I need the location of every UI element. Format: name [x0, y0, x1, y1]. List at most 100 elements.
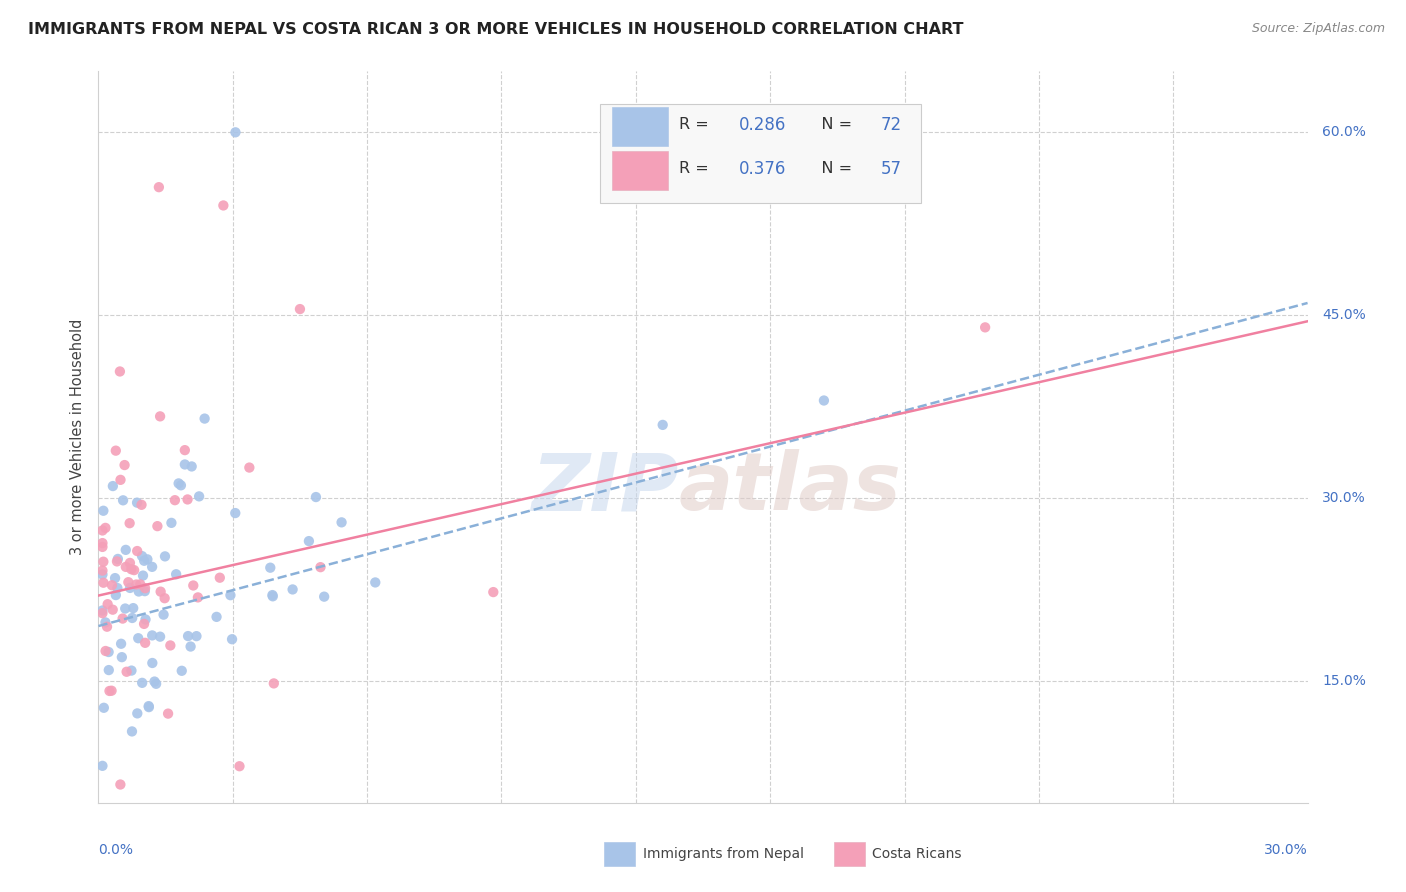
Point — [101, 602, 124, 616]
Point — [180, 459, 202, 474]
Point — [173, 458, 195, 472]
Point — [298, 534, 321, 549]
Point — [148, 180, 170, 194]
Point — [91, 536, 114, 550]
Point — [160, 516, 183, 530]
Point — [94, 615, 117, 630]
Text: 30.0%: 30.0% — [1322, 491, 1365, 505]
Point — [94, 521, 117, 535]
Text: Costa Ricans: Costa Ricans — [872, 847, 962, 861]
Point — [813, 393, 835, 408]
Point — [94, 644, 117, 658]
Point — [97, 645, 120, 659]
Point — [91, 564, 114, 578]
Point — [153, 591, 176, 606]
Point — [100, 683, 122, 698]
Point — [364, 575, 387, 590]
Text: ZIP: ZIP — [531, 450, 679, 527]
Point — [180, 640, 202, 654]
Point — [97, 597, 120, 611]
Point — [262, 588, 284, 602]
Point — [129, 577, 152, 591]
Point — [288, 301, 311, 316]
Point — [91, 567, 114, 582]
Point — [141, 628, 163, 642]
Point — [141, 656, 163, 670]
Point — [159, 639, 181, 653]
Point — [127, 544, 149, 558]
Point — [187, 591, 209, 605]
Point — [117, 575, 139, 590]
Point — [228, 759, 250, 773]
Text: atlas: atlas — [679, 450, 901, 527]
Point — [262, 590, 284, 604]
Text: IMMIGRANTS FROM NEPAL VS COSTA RICAN 3 OR MORE VEHICLES IN HOUSEHOLD CORRELATION: IMMIGRANTS FROM NEPAL VS COSTA RICAN 3 O… — [28, 22, 963, 37]
Point — [131, 676, 153, 690]
Point — [111, 611, 134, 625]
Point — [136, 552, 159, 566]
Point — [128, 584, 150, 599]
Point — [170, 664, 193, 678]
Point — [177, 629, 200, 643]
Point — [208, 571, 231, 585]
Point — [134, 636, 156, 650]
Point — [974, 320, 997, 334]
Point — [127, 631, 149, 645]
FancyBboxPatch shape — [613, 107, 668, 146]
Point — [176, 492, 198, 507]
Point — [153, 549, 176, 564]
Text: 15.0%: 15.0% — [1322, 673, 1367, 688]
Point — [131, 549, 153, 563]
Point — [101, 578, 124, 592]
Point — [173, 443, 195, 458]
Point — [170, 478, 193, 492]
Point — [314, 590, 336, 604]
Point — [194, 411, 217, 425]
FancyBboxPatch shape — [603, 841, 636, 866]
Point — [143, 674, 166, 689]
Point — [114, 542, 136, 557]
Text: Source: ZipAtlas.com: Source: ZipAtlas.com — [1251, 22, 1385, 36]
Point — [105, 554, 128, 568]
Point — [134, 612, 156, 626]
Point — [114, 601, 136, 615]
Point — [224, 125, 246, 139]
Text: 0.376: 0.376 — [740, 160, 786, 178]
Point — [98, 684, 121, 698]
Point — [138, 699, 160, 714]
Point — [281, 582, 304, 597]
Point — [107, 552, 129, 566]
Point — [132, 616, 155, 631]
Text: 60.0%: 60.0% — [1322, 125, 1367, 139]
Point — [125, 496, 148, 510]
Point — [163, 493, 186, 508]
Point — [122, 601, 145, 615]
Point — [221, 632, 243, 647]
Point — [97, 663, 120, 677]
Point — [91, 524, 114, 538]
Point — [118, 556, 141, 570]
Y-axis label: 3 or more Vehicles in Household: 3 or more Vehicles in Household — [69, 319, 84, 555]
Point — [110, 778, 132, 792]
Point — [101, 479, 124, 493]
Point — [131, 498, 153, 512]
Point — [96, 620, 118, 634]
Point — [181, 578, 204, 592]
Text: 72: 72 — [880, 116, 901, 134]
Point — [118, 581, 141, 595]
Point — [165, 567, 187, 582]
Text: 0.286: 0.286 — [740, 116, 786, 134]
Point — [108, 364, 131, 378]
Point — [219, 588, 242, 602]
Point — [114, 458, 136, 472]
Point — [212, 198, 235, 212]
Point — [127, 706, 149, 721]
Point — [263, 676, 285, 690]
Point — [309, 560, 332, 574]
Point — [91, 603, 114, 617]
Text: 0.0%: 0.0% — [98, 843, 134, 857]
Text: Immigrants from Nepal: Immigrants from Nepal — [643, 847, 804, 861]
Point — [152, 607, 174, 622]
Point — [107, 581, 129, 595]
FancyBboxPatch shape — [600, 104, 921, 203]
